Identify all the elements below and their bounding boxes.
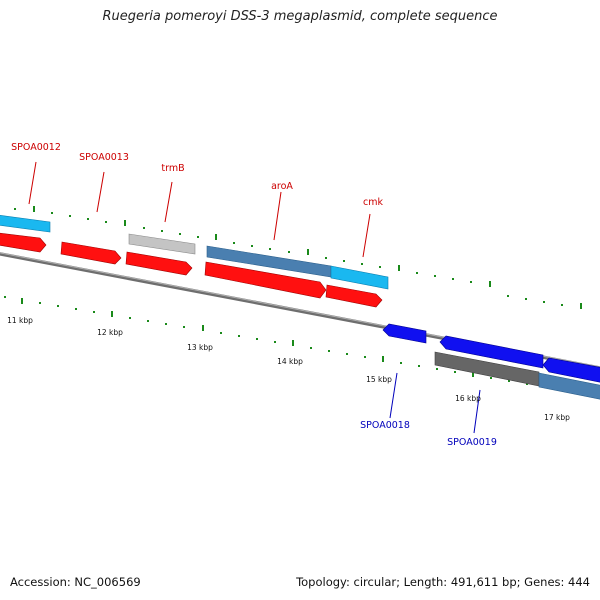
gene-arrow-spoa0018[interactable] <box>382 323 427 344</box>
gene-arrow-right-edge[interactable] <box>542 357 600 383</box>
scale-label-13kbp: 13 kbp <box>187 343 213 352</box>
map-title: Ruegeria pomeroyi DSS-3 megaplasmid, com… <box>102 9 498 24</box>
scale-label-15kbp: 15 kbp <box>366 375 392 384</box>
scale-label-14kbp: 14 kbp <box>277 357 303 366</box>
gene-arrow-spoa0012[interactable] <box>0 232 47 253</box>
gene-label-spoa0012[interactable]: SPOA0012 <box>11 142 61 153</box>
gene-arrow-cmk[interactable] <box>325 284 383 308</box>
upper-ticks <box>14 206 582 309</box>
leader-spoa0013 <box>96 171 105 213</box>
cog-box-right-edge[interactable] <box>538 372 600 400</box>
gene-label-aroa[interactable]: aroA <box>271 181 293 192</box>
gene-arrow-aroa[interactable] <box>204 261 327 299</box>
leader-spoa0012 <box>28 161 37 205</box>
leader-spoa0018 <box>389 372 398 419</box>
leader-cmk <box>362 213 371 258</box>
cog-box-trmb[interactable] <box>128 233 196 255</box>
gene-arrow-spoa0019[interactable] <box>439 335 544 369</box>
accession-text: Accession: NC_006569 <box>10 575 141 589</box>
gene-label-spoa0019[interactable]: SPOA0019 <box>447 437 497 448</box>
sequence-summary: Topology: circular; Length: 491,611 bp; … <box>296 575 590 589</box>
scale-labels: 11 kbp 12 kbp 13 kbp 14 kbp 15 kbp 16 kb… <box>7 316 570 422</box>
scale-label-17kbp: 17 kbp <box>544 413 570 422</box>
reverse-cog-track <box>434 351 600 400</box>
reverse-gene-track <box>382 323 600 383</box>
gene-label-spoa0013[interactable]: SPOA0013 <box>79 152 129 163</box>
gene-label-cmk[interactable]: cmk <box>363 197 383 208</box>
forward-cog-track <box>0 214 389 290</box>
leader-trmb <box>164 181 173 223</box>
leader-aroa <box>273 191 282 241</box>
cog-box-cmk[interactable] <box>330 265 389 290</box>
gene-labels: SPOA0012 SPOA0013 trmB aroA cmk SPOA0018… <box>11 142 497 448</box>
scale-label-11kbp: 11 kbp <box>7 316 33 325</box>
scale-label-12kbp: 12 kbp <box>97 328 123 337</box>
gene-label-trmb[interactable]: trmB <box>161 163 184 174</box>
leader-spoa0019 <box>473 389 481 434</box>
cog-box-spoa0012[interactable] <box>0 214 51 233</box>
gene-arrow-spoa0013[interactable] <box>60 241 122 265</box>
scale-label-16kbp: 16 kbp <box>455 394 481 403</box>
gene-arrow-trmb[interactable] <box>125 251 193 276</box>
gene-label-spoa0018[interactable]: SPOA0018 <box>360 420 410 431</box>
forward-gene-track <box>0 232 383 308</box>
label-leaders <box>28 161 481 434</box>
